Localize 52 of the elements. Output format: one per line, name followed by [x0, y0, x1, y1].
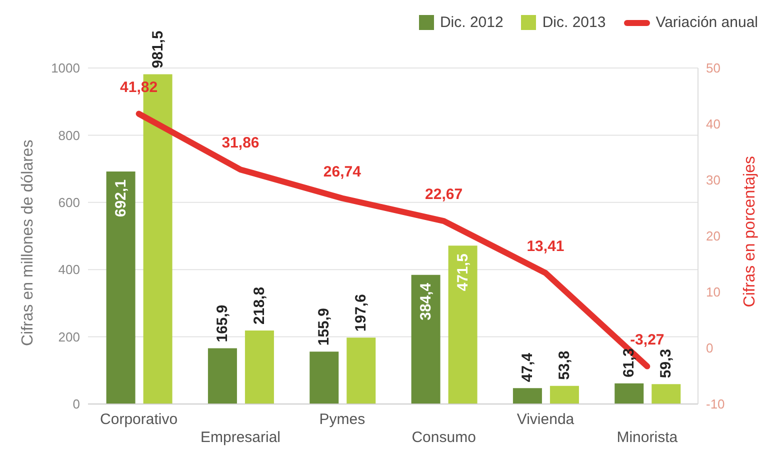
y2-tick-label: 50	[706, 60, 720, 76]
y-axis-title: Cifras en millones de dólares	[20, 140, 37, 346]
data-label: 218,8	[250, 286, 268, 324]
bar	[244, 330, 274, 404]
legend-label: Dic. 2013	[541, 14, 606, 31]
legend-label: Variación anual	[654, 14, 758, 31]
data-label: 53,8	[556, 350, 573, 380]
bar	[346, 338, 376, 404]
y2-tick-label: 0	[706, 340, 714, 356]
y2-tick-label: 20	[706, 228, 720, 244]
y2-tick-label: -10	[706, 396, 725, 412]
data-label: 26,74	[323, 163, 362, 180]
legend-label: Dic. 2012	[438, 14, 504, 31]
data-label: 22,67	[425, 186, 463, 204]
y2-tick-label: 10	[706, 284, 720, 300]
bar	[411, 274, 440, 404]
y2-tick-label: 40	[706, 116, 720, 132]
bar	[448, 246, 478, 404]
y-tick-label: 600	[58, 195, 80, 210]
data-label: 59,3	[658, 348, 675, 378]
data-label: 384,4	[417, 282, 434, 320]
data-label: 981,5	[149, 30, 166, 68]
bar	[106, 171, 136, 404]
x-tick-label: Minorista	[616, 429, 678, 446]
y-tick-label: 400	[58, 262, 80, 278]
y-tick-label: 1000	[51, 60, 80, 76]
data-label: 47,4	[518, 352, 536, 382]
y-tick-label: 0	[72, 396, 80, 412]
y2-axis-title: Cifras en porcentajes	[742, 156, 759, 308]
data-label: 155,9	[316, 308, 333, 346]
bar	[614, 383, 644, 404]
bar	[550, 386, 579, 404]
data-label: 61,3	[620, 348, 638, 378]
x-tick-label: Corporativo	[100, 411, 178, 428]
y2-tick-label: 30	[706, 172, 720, 188]
y-tick-label: 200	[58, 329, 80, 344]
y-tick-label: 800	[58, 128, 80, 143]
data-label: 165,9	[214, 304, 231, 342]
x-tick-label: Empresarial	[200, 429, 281, 446]
data-label: 31,86	[222, 134, 260, 152]
bar	[512, 388, 542, 404]
data-label: 197,6	[352, 294, 370, 332]
data-label: 13,41	[526, 238, 564, 255]
bar	[208, 348, 237, 404]
data-label: 692,1	[112, 179, 130, 217]
x-tick-label: Consumo	[412, 429, 476, 446]
data-label: -3,27	[630, 331, 664, 348]
x-tick-label: Vivienda	[516, 411, 575, 428]
bar	[310, 352, 339, 404]
bar	[652, 384, 681, 404]
data-label: 471,5	[454, 254, 472, 292]
x-tick-label: Pymes	[319, 411, 366, 428]
